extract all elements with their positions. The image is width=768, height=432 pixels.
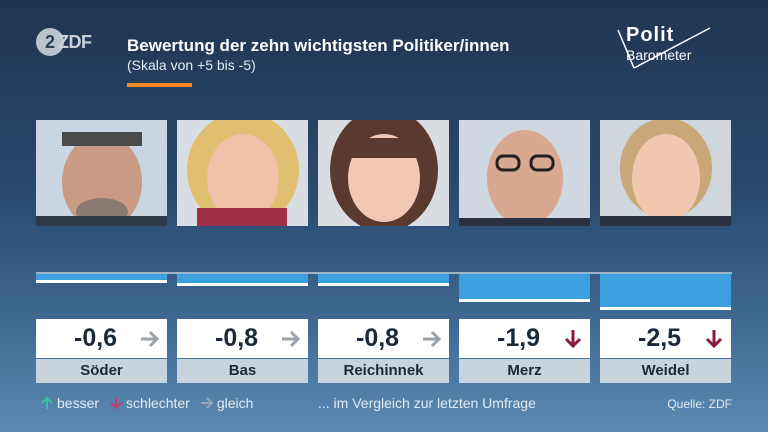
arrow-right-icon: [141, 330, 160, 348]
name-label-bas: Bas: [177, 359, 308, 383]
bar-weidel-end: [600, 307, 731, 310]
bar-reichinnek: [318, 274, 449, 286]
arrow-down-icon: [110, 397, 122, 410]
source-label: Quelle: ZDF: [667, 397, 732, 411]
bar-bas-end: [177, 283, 308, 287]
politbarometer-logo-line2: Barometer: [626, 47, 692, 63]
value-label: -0,8: [356, 324, 400, 352]
chart-zero-line: [36, 272, 732, 274]
person-photo-bas: [177, 120, 308, 226]
value-label: -0,8: [215, 324, 259, 352]
title-accent-line: [127, 83, 192, 87]
value-label: -0,6: [74, 324, 118, 352]
legend: besser schlechter gleich: [40, 395, 263, 411]
bar-reichinnek-end: [318, 283, 449, 287]
compare-note: ... im Vergleich zur letzten Umfrage: [318, 395, 536, 411]
legend-better: besser: [40, 395, 99, 411]
zdf-logo-circle: 2: [36, 28, 64, 56]
politician-photos: [36, 120, 732, 226]
bar-merz: [459, 274, 590, 301]
legend-worse: schlechter: [109, 395, 190, 411]
bar-soeder-end: [36, 280, 167, 284]
person-photo-merz: [459, 120, 590, 226]
zdf-logo-text: ZDF: [58, 31, 92, 52]
name-label-soeder: Söder: [36, 359, 167, 383]
arrow-down-icon: [705, 330, 723, 349]
legend-worse-label: schlechter: [126, 395, 190, 411]
value-box-bas: -0,8: [177, 319, 308, 358]
value-box-soeder: -0,6: [36, 319, 167, 358]
person-photo-reichinnek: [318, 120, 449, 226]
name-label-reichinnek: Reichinnek: [318, 359, 449, 383]
legend-same-label: gleich: [216, 395, 254, 411]
zdf-logo: 2 ZDF: [36, 28, 92, 56]
value-box-merz: -1,9: [459, 319, 590, 358]
person-photo-soeder: [36, 120, 167, 226]
arrow-right-icon: [282, 330, 301, 348]
value-box-weidel: -2,5: [600, 319, 731, 358]
bar-soeder: [36, 274, 167, 283]
value-box-reichinnek: -0,8: [318, 319, 449, 358]
bar-weidel: [600, 274, 731, 309]
arrow-up-icon: [41, 396, 53, 409]
politbarometer-logo-line1: Polit: [626, 24, 675, 46]
name-label-weidel: Weidel: [600, 359, 731, 383]
arrow-down-icon: [564, 330, 582, 349]
person-photo-weidel: [600, 120, 731, 226]
politbarometer-logo: Polit Barometer: [616, 24, 716, 74]
value-label: -1,9: [497, 324, 541, 352]
arrow-right-icon: [423, 330, 442, 348]
arrow-right-icon: [200, 397, 214, 409]
chart-subtitle: (Skala von +5 bis -5): [127, 57, 256, 73]
legend-better-label: besser: [57, 395, 100, 411]
bar-bas: [177, 274, 308, 286]
politbarometer-logo-graphic: [617, 27, 711, 69]
bar-area: [36, 274, 732, 318]
bar-merz-end: [459, 298, 590, 302]
name-label-merz: Merz: [459, 359, 590, 383]
chart-title: Bewertung der zehn wichtigsten Politiker…: [127, 36, 510, 55]
value-label: -2,5: [638, 324, 682, 352]
legend-same: gleich: [200, 395, 254, 411]
